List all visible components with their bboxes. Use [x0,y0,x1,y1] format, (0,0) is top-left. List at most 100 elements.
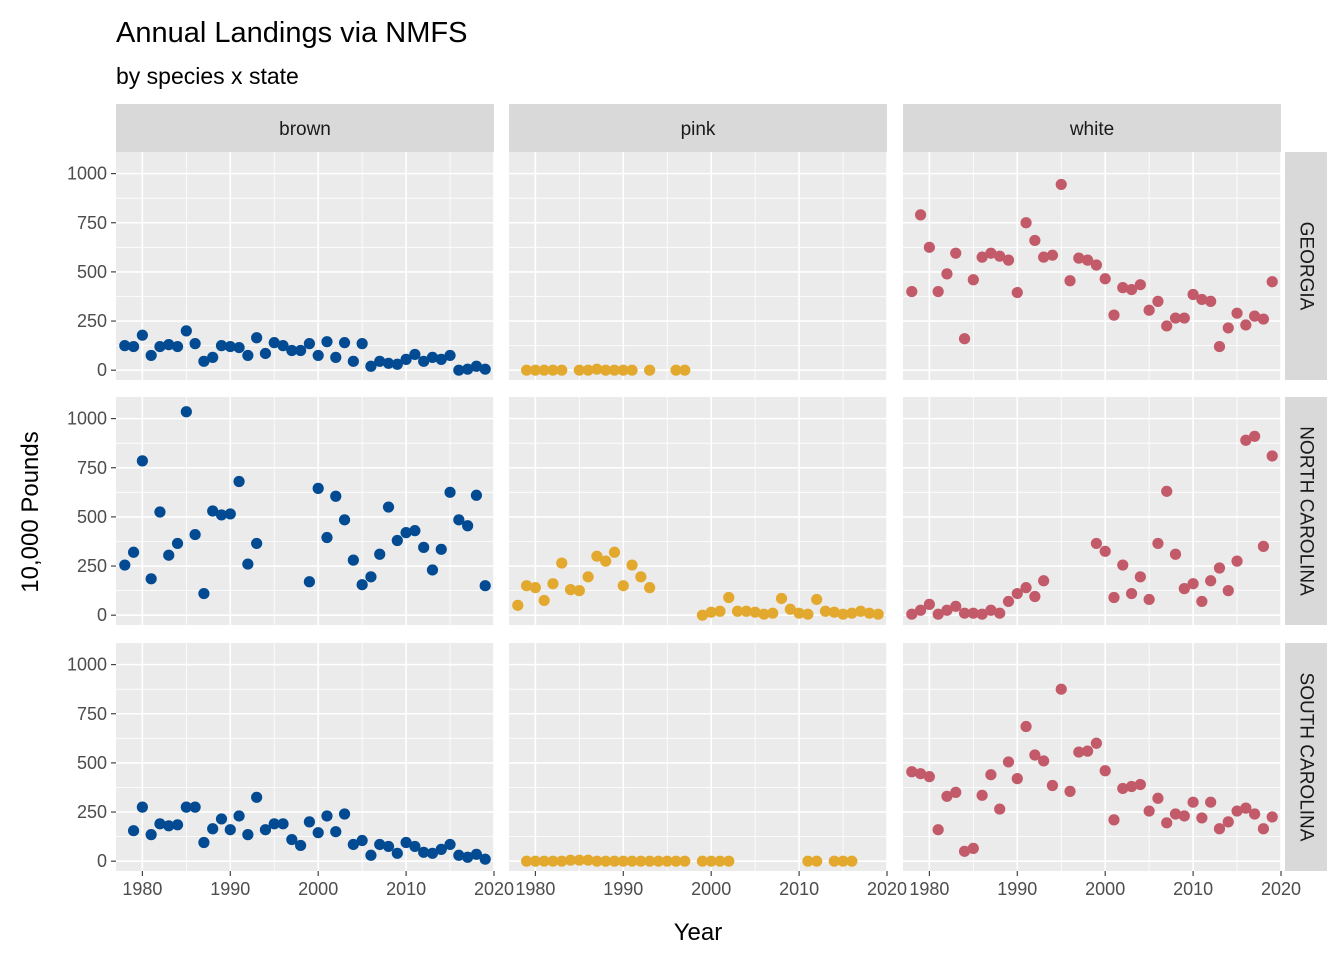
data-point [556,855,568,867]
data-point [932,285,944,298]
data-point [1108,814,1120,826]
y-tick-label: 750 [77,213,107,233]
data-point [391,847,403,859]
data-point [958,845,971,857]
x-tick-label: 1990 [210,879,250,899]
data-point [1266,276,1278,288]
data-point [1029,590,1041,603]
data-point [171,340,184,353]
data-point [198,836,210,849]
data-point [1108,309,1120,321]
data-point [635,855,647,867]
data-point [828,855,840,867]
data-point [600,855,612,867]
data-point [233,341,245,354]
data-point [312,349,324,362]
data-point [1099,273,1111,285]
data-point [626,855,638,867]
data-point [985,247,997,259]
data-point [994,607,1006,619]
data-point [705,855,717,867]
data-point [802,608,814,620]
data-point [749,606,761,618]
data-point [347,554,359,566]
data-point [1064,275,1076,287]
data-point [330,826,342,838]
data-point [1196,595,1208,608]
data-point [923,598,935,610]
data-point [435,843,447,855]
x-tick-label: 2000 [298,879,338,899]
data-point [1161,485,1173,497]
data-point [259,347,272,360]
data-point [837,608,849,620]
data-point [573,364,585,376]
data-point [512,599,524,611]
data-point [914,604,927,616]
data-point [1020,582,1032,594]
data-point [1178,810,1190,822]
x-tick-label: 2010 [386,879,426,899]
data-point [941,268,953,280]
data-point [1178,312,1190,324]
data-point [224,508,236,520]
data-point [198,355,210,367]
data-point [1011,286,1023,299]
data-point [958,607,971,619]
data-point [312,482,324,494]
data-point [127,825,140,837]
data-point [723,855,735,867]
data-point [1055,178,1067,191]
data-point [696,855,708,867]
data-point [906,285,918,298]
y-axis-title: 10,000 Pounds [17,431,44,592]
strip-label-pink: pink [681,119,716,140]
data-point [321,336,333,348]
panel-background [116,397,494,625]
y-tick-label: 0 [97,851,107,871]
data-point [617,855,629,867]
x-axis-title: Year [674,919,723,946]
panel-georgia-pink [509,152,888,380]
data-point [1020,217,1032,229]
data-point [705,606,717,618]
y-tick-label: 250 [77,311,107,331]
data-point [846,607,858,619]
data-point [207,823,219,835]
data-point [608,855,621,867]
data-point [670,364,682,376]
data-point [652,855,665,867]
data-point [1073,252,1085,264]
y-tick-label: 750 [77,704,107,724]
data-point [426,351,439,363]
data-point [863,607,876,619]
data-point [1213,823,1226,835]
data-point [409,525,421,537]
data-point [145,349,157,362]
data-point [224,824,236,836]
data-point [453,364,465,376]
data-point [1205,575,1217,587]
data-point [582,364,594,376]
data-point [1082,254,1094,266]
data-point [356,579,368,591]
data-point [1249,808,1261,820]
data-point [976,251,988,263]
data-point [242,829,254,841]
x-tick-label: 1990 [997,879,1037,899]
x-tick-label: 1980 [909,879,949,899]
data-point [731,605,744,617]
data-point [426,847,439,859]
data-point [1143,304,1155,316]
data-point [1161,817,1173,829]
data-point [1240,802,1252,814]
data-point [547,855,559,867]
data-point [775,592,788,605]
x-tick-label: 2020 [867,879,907,899]
data-point [365,571,377,583]
data-point [617,580,629,592]
data-point [171,537,184,550]
data-point [967,842,979,854]
data-point [215,340,228,352]
data-point [321,810,333,822]
